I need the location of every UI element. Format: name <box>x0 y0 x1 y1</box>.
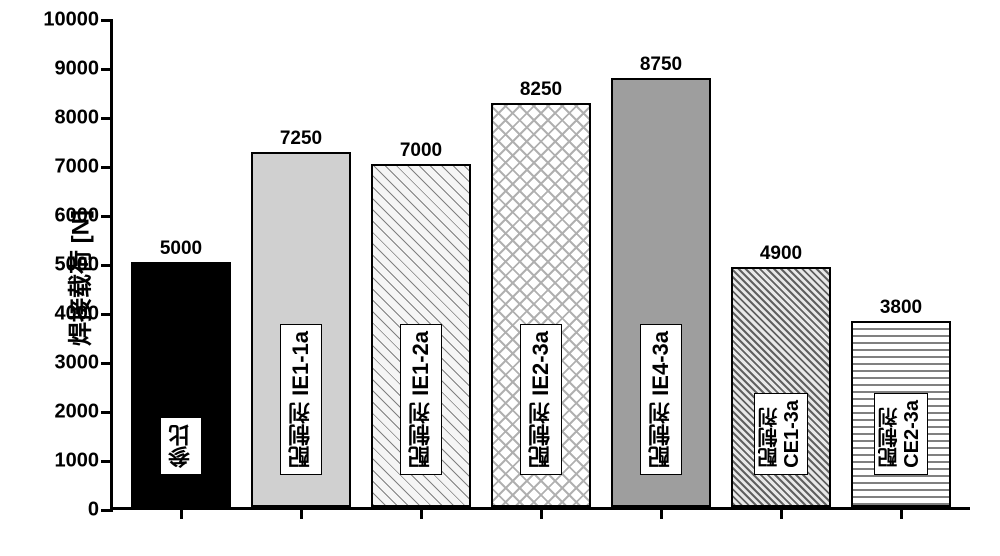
bar: 3800配制剂CE2-3a <box>851 321 951 507</box>
y-tick <box>101 411 113 414</box>
y-tick <box>101 264 113 267</box>
bar-value-label: 4900 <box>733 243 829 265</box>
bar-label: 参比 <box>165 424 197 468</box>
bar-value-label: 7250 <box>253 128 349 150</box>
x-tick <box>660 507 663 519</box>
bar: 8750配制剂 IE4-3a <box>611 78 711 507</box>
y-tick <box>101 460 113 463</box>
y-tick <box>101 19 113 22</box>
bar: 5000参比 <box>131 262 231 507</box>
bar: 7000配制剂 IE1-2a <box>371 164 471 507</box>
bar-label-box: 配制剂CE1-3a <box>754 393 808 475</box>
y-tick-label: 9000 <box>55 58 100 81</box>
y-tick-label: 0 <box>88 499 99 522</box>
y-tick-label: 1000 <box>55 450 100 473</box>
bar-label-box: 配制剂 IE1-1a <box>280 324 322 475</box>
x-tick <box>780 507 783 519</box>
y-tick <box>101 509 113 512</box>
y-tick <box>101 313 113 316</box>
bar-value-label: 8250 <box>493 79 589 101</box>
y-tick-label: 3000 <box>55 352 100 375</box>
x-tick <box>420 507 423 519</box>
y-tick <box>101 362 113 365</box>
y-axis-label: 焊接载荷 [N] <box>60 210 95 346</box>
bar-label: 配制剂 IE2-3a <box>525 331 557 468</box>
bar-label-box: 配制剂 IE1-2a <box>400 324 442 475</box>
bar-value-label: 8750 <box>613 54 709 76</box>
bar-label: 配制剂 IE4-3a <box>645 331 677 468</box>
bar-label: 配制剂CE1-3a <box>759 400 803 468</box>
bar: 7250配制剂 IE1-1a <box>251 152 351 507</box>
bar-label: 配制剂 IE1-2a <box>405 331 437 468</box>
bar-value-label: 5000 <box>133 238 229 260</box>
y-tick-label: 6000 <box>55 205 100 228</box>
bar: 4900配制剂CE1-3a <box>731 267 831 507</box>
bar: 8250配制剂 IE2-3a <box>491 103 591 507</box>
y-tick-label: 4000 <box>55 303 100 326</box>
plot-area: 0100020003000400050006000700080009000100… <box>110 20 970 510</box>
y-tick-label: 10000 <box>43 9 99 32</box>
chart-container: 焊接载荷 [N] 0100020003000400050006000700080… <box>0 0 1000 556</box>
bar-label-box: 配制剂CE2-3a <box>874 393 928 475</box>
bar-value-label: 7000 <box>373 140 469 162</box>
y-tick-label: 7000 <box>55 156 100 179</box>
y-tick-label: 2000 <box>55 401 100 424</box>
bar-label-box: 参比 <box>160 417 202 475</box>
bar-value-label: 3800 <box>853 297 949 319</box>
bar-label: 配制剂 IE1-1a <box>285 331 317 468</box>
y-tick <box>101 166 113 169</box>
y-tick-label: 8000 <box>55 107 100 130</box>
bar-label: 配制剂CE2-3a <box>879 400 923 468</box>
bar-label-box: 配制剂 IE2-3a <box>520 324 562 475</box>
bar-label-box: 配制剂 IE4-3a <box>640 324 682 475</box>
y-tick <box>101 68 113 71</box>
y-tick-label: 5000 <box>55 254 100 277</box>
x-tick <box>180 507 183 519</box>
x-tick <box>900 507 903 519</box>
y-tick <box>101 215 113 218</box>
x-tick <box>540 507 543 519</box>
y-tick <box>101 117 113 120</box>
x-tick <box>300 507 303 519</box>
